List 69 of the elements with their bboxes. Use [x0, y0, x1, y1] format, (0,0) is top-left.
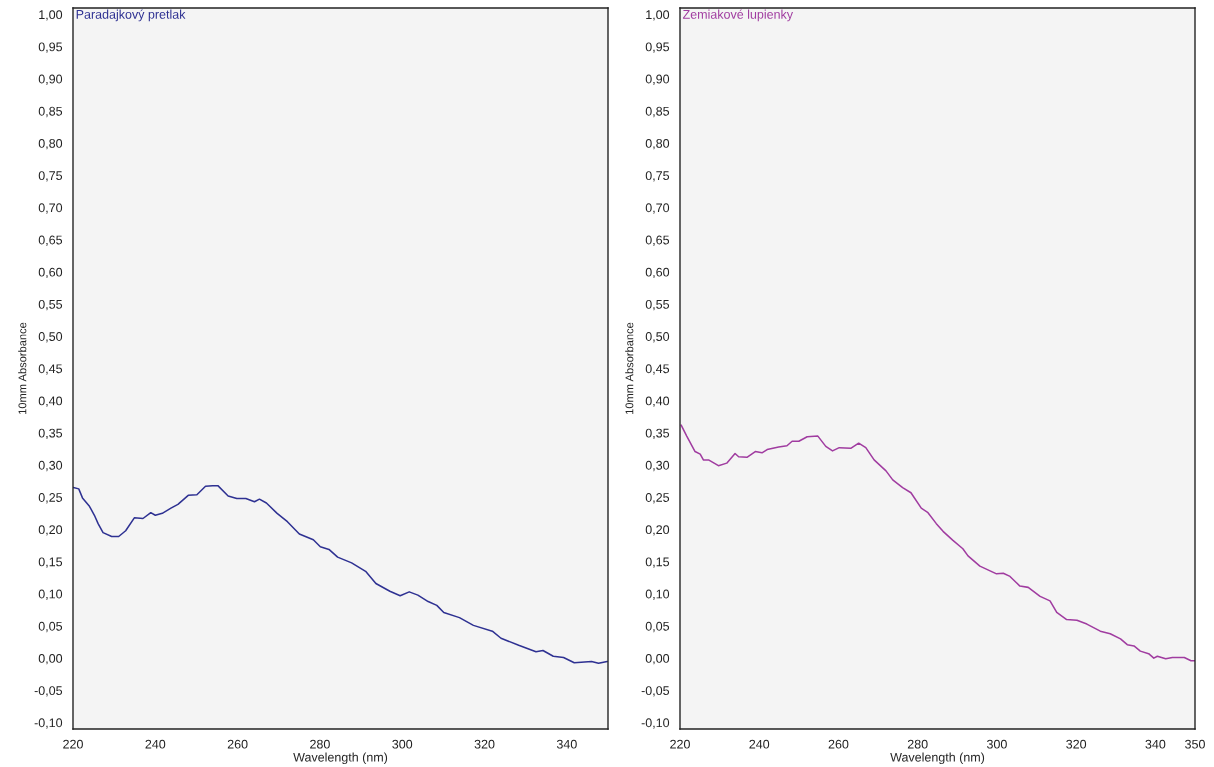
- y-tick-label: 0,85: [38, 106, 63, 118]
- y-axis-title: 10mm Absorbance: [18, 322, 27, 414]
- y-tick-label: 0,20: [38, 525, 63, 536]
- x-tick-label: 280: [907, 739, 928, 749]
- y-tick-label: 0,90: [38, 74, 63, 85]
- y-tick-label: 0,55: [645, 299, 670, 311]
- y-tick-label: 0,00: [38, 653, 63, 665]
- y-tick-label: -0,10: [641, 718, 670, 729]
- y-tick-label: 0,25: [645, 493, 670, 504]
- y-tick-label: 0,00: [645, 653, 670, 665]
- y-tick-label: 0,35: [38, 428, 63, 439]
- x-tick-label: 300: [986, 739, 1007, 749]
- x-tick-label: 240: [749, 739, 770, 749]
- y-tick-label: 0,75: [645, 171, 670, 182]
- y-tick-label: 0,75: [38, 171, 63, 182]
- y-tick-label: 0,95: [38, 42, 63, 53]
- y-tick-label: 0,35: [645, 428, 670, 439]
- y-tick-label: 0,50: [645, 332, 670, 343]
- x-tick-label: 280: [310, 739, 330, 749]
- y-tick-label: 0,80: [645, 138, 670, 150]
- y-tick-label: 0,70: [38, 203, 63, 214]
- y-tick-label: 0,05: [38, 621, 63, 633]
- y-tick-label: 0,10: [38, 589, 63, 600]
- x-tick-label: 340: [1145, 739, 1166, 749]
- line-series: [680, 424, 1195, 662]
- y-tick-label: -0,10: [34, 718, 63, 729]
- x-axis-title: Wavelength (nm): [293, 752, 388, 765]
- text: Paradajkový pretlak: [76, 9, 186, 22]
- y-tick-label: 0,70: [645, 203, 670, 214]
- y-tick-label: 0,20: [645, 525, 670, 536]
- y-tick-label: 0,90: [645, 74, 670, 85]
- y-tick-label: 0,95: [645, 42, 670, 53]
- x-tick-label: 220: [63, 739, 83, 749]
- x-axis-title: Wavelength (nm): [890, 752, 985, 765]
- y-tick-label: 0,30: [645, 460, 670, 472]
- x-tick-label: 220: [670, 739, 690, 749]
- y-tick-label: 0,60: [38, 267, 63, 279]
- x-tick-label: 350: [1185, 739, 1205, 749]
- x-tick-label: 300: [392, 739, 413, 749]
- x-tick-label: 260: [828, 739, 849, 749]
- y-tick-label: 0,45: [38, 364, 63, 375]
- y-axis-title: 10mm Absorbance: [625, 322, 634, 414]
- y-tick-label: 0,05: [645, 621, 670, 633]
- y-tick-label: 1,00: [39, 10, 63, 21]
- y-tick-label: 0,15: [645, 557, 670, 568]
- y-tick-label: 0,85: [645, 106, 670, 118]
- x-tick-label: 320: [1066, 739, 1087, 749]
- y-tick-label: 0,55: [38, 299, 63, 311]
- y-tick-label: -0,05: [641, 686, 670, 697]
- y-tick-label: 0,60: [645, 267, 670, 279]
- y-tick-label: 0,40: [38, 396, 63, 407]
- x-tick-label: 260: [227, 739, 248, 749]
- y-tick-label: 0,40: [645, 396, 670, 407]
- y-tick-label: 0,15: [38, 557, 63, 568]
- y-tick-label: 0,25: [38, 493, 63, 504]
- y-tick-label: 0,65: [645, 235, 670, 246]
- y-tick-label: 0,65: [38, 235, 63, 246]
- y-tick-label: 0,50: [38, 332, 63, 343]
- line-series: [73, 484, 608, 665]
- y-tick-label: -0,05: [34, 686, 63, 697]
- x-tick-label: 340: [556, 739, 577, 749]
- y-tick-label: 1,00: [646, 10, 670, 21]
- y-tick-label: 0,45: [645, 364, 670, 375]
- y-tick-label: 0,30: [38, 460, 63, 472]
- x-tick-label: 240: [145, 739, 166, 749]
- x-tick-label: 320: [474, 739, 495, 749]
- y-tick-label: 0,10: [645, 589, 670, 600]
- text: Zemiakové lupienky: [682, 9, 794, 22]
- y-tick-label: 0,80: [38, 138, 63, 150]
